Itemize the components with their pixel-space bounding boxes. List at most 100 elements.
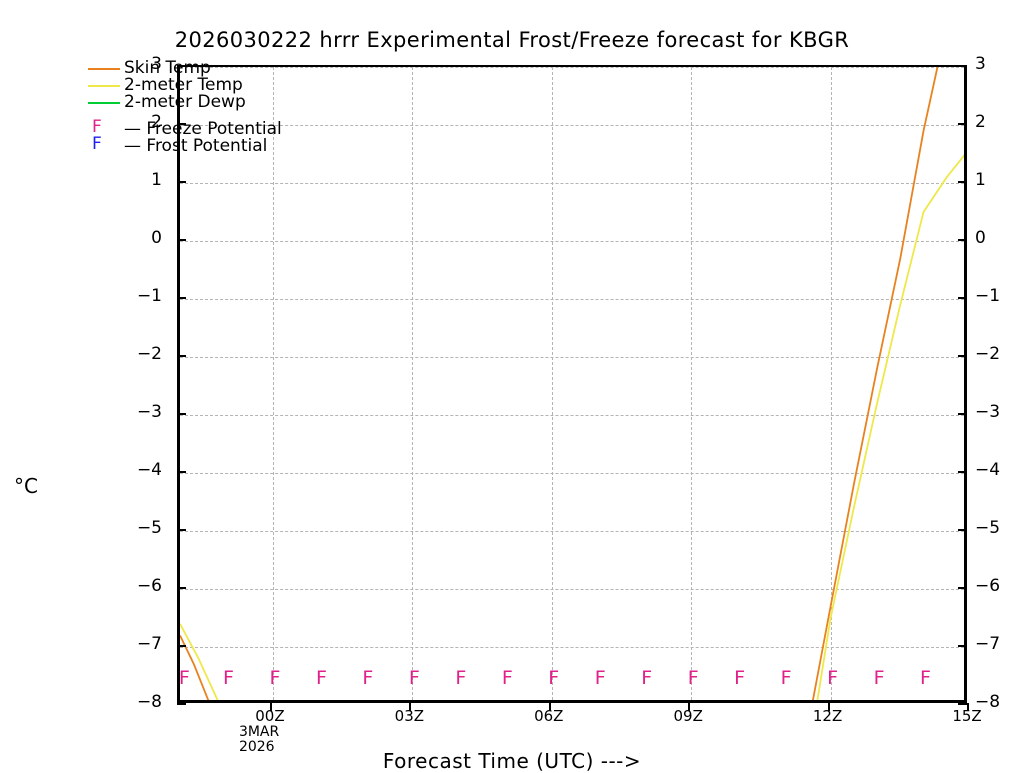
series-line <box>180 67 939 700</box>
x-tick-label: 12Z <box>812 707 843 725</box>
y-tick-left <box>177 65 186 67</box>
legend-line-swatch <box>88 85 120 87</box>
gridline-horizontal <box>180 473 964 474</box>
legend-item: F — Frost Potential <box>88 134 418 156</box>
y-tick-right <box>958 413 967 415</box>
gridline-vertical <box>830 67 832 700</box>
legend-item-label: Skin Temp <box>124 58 211 78</box>
freeze-potential-marker: F <box>687 666 699 689</box>
y-tick-left <box>177 413 186 415</box>
y-tick-label-left: 2 <box>151 112 162 132</box>
gridline-horizontal <box>180 531 964 532</box>
y-tick-left <box>177 703 186 705</box>
y-tick-label-right: −3 <box>975 402 1001 422</box>
y-tick-label-right: −4 <box>975 460 1001 480</box>
freeze-potential-marker: F <box>180 666 190 689</box>
y-axis-title: °C <box>14 474 38 498</box>
gridline-horizontal <box>180 241 964 242</box>
y-tick-label-left: −4 <box>136 460 162 480</box>
y-tick-right <box>958 645 967 647</box>
y-tick-label-right: −7 <box>975 634 1001 654</box>
y-tick-label-left: −3 <box>136 402 162 422</box>
gridline-horizontal <box>180 415 964 416</box>
gridline-vertical <box>691 67 693 700</box>
x-tick-label: 15Z <box>952 707 982 725</box>
y-tick-right <box>958 181 967 183</box>
y-tick-label-right: −6 <box>975 576 1001 596</box>
gridline-vertical <box>551 67 553 700</box>
x-tick <box>967 703 969 711</box>
y-tick-right <box>958 587 967 589</box>
y-tick-right <box>958 239 967 241</box>
y-tick-right <box>958 355 967 357</box>
freeze-potential-marker: F <box>548 666 560 689</box>
y-tick-label-left: 0 <box>151 228 162 248</box>
y-tick-left <box>177 123 186 125</box>
y-tick-label-right: 2 <box>975 112 986 132</box>
freeze-potential-marker: F <box>501 666 513 689</box>
y-tick-left <box>177 529 186 531</box>
legend-item: F — Freeze Potential <box>88 117 418 139</box>
freeze-potential-marker: F <box>827 666 839 689</box>
y-tick-left <box>177 645 186 647</box>
gridline-horizontal <box>180 125 964 126</box>
freeze-potential-marker: F <box>408 666 420 689</box>
legend-item-label: — Frost Potential <box>124 136 268 156</box>
y-tick-label-left: 3 <box>151 54 162 74</box>
x-tick-sublabel: 2026 <box>238 739 275 755</box>
freeze-potential-marker: F <box>269 666 281 689</box>
freeze-potential-marker: F <box>315 666 327 689</box>
y-tick-right <box>958 297 967 299</box>
y-tick-label-left: 1 <box>151 170 162 190</box>
legend-item: Skin Temp <box>88 58 418 78</box>
gridline-vertical <box>412 67 414 700</box>
y-tick-label-right: 0 <box>975 228 986 248</box>
freeze-potential-marker: F <box>594 666 606 689</box>
gridlines <box>180 67 964 700</box>
series-svg <box>180 67 964 700</box>
legend-item: 2-meter Dewp <box>88 93 418 111</box>
legend-item-label: 2-meter Temp <box>124 75 243 95</box>
legend-item: 2-meter Temp <box>88 75 418 95</box>
gridline-horizontal <box>180 299 964 300</box>
gridline-horizontal <box>180 647 964 648</box>
x-tick-label: 09Z <box>673 707 703 725</box>
y-tick-label-right: −8 <box>975 692 1001 712</box>
x-tick <box>827 703 830 711</box>
y-tick-right <box>958 123 967 125</box>
y-tick-label-left: −7 <box>136 634 162 654</box>
y-tick-label-right: 1 <box>975 170 986 190</box>
y-tick-label-left: −1 <box>136 286 162 306</box>
x-tick-label: 06Z <box>534 707 564 725</box>
y-tick-label-right: −2 <box>975 344 1001 364</box>
y-tick-label-left: −6 <box>136 576 162 596</box>
y-tick-right <box>958 65 967 67</box>
freeze-potential-marker: F <box>734 666 746 689</box>
legend-line-swatch <box>88 102 120 104</box>
gridline-horizontal <box>180 183 964 184</box>
y-tick-label-right: 3 <box>975 54 986 74</box>
series-line <box>180 154 964 700</box>
y-tick-label-right: −1 <box>975 286 1001 306</box>
legend-item-label: — Freeze Potential <box>124 119 282 139</box>
y-tick-label-left: −2 <box>136 344 162 364</box>
series-lines <box>180 67 964 700</box>
y-tick-right <box>958 471 967 473</box>
gridline-horizontal <box>180 357 964 358</box>
gridline-horizontal <box>180 67 964 68</box>
y-tick-left <box>177 587 186 589</box>
legend-line-swatch <box>88 68 120 70</box>
gridline-horizontal <box>180 589 964 590</box>
freeze-potential-marker: F <box>641 666 653 689</box>
y-tick-left <box>177 239 186 241</box>
chart-title: 2026030222 hrrr Experimental Frost/Freez… <box>174 28 850 52</box>
freeze-potential-marker: F <box>780 666 792 689</box>
legend: Skin Temp 2-meter Temp 2-meter Dewp F — Free… <box>88 58 418 156</box>
x-tick-sublabel: 3MAR <box>238 724 280 740</box>
x-tick <box>548 703 551 711</box>
x-tick <box>688 703 691 711</box>
y-tick-label-right: −5 <box>975 518 1001 538</box>
legend-letter-glyph: F <box>92 117 102 137</box>
legend-letter-glyph: F <box>92 134 102 154</box>
